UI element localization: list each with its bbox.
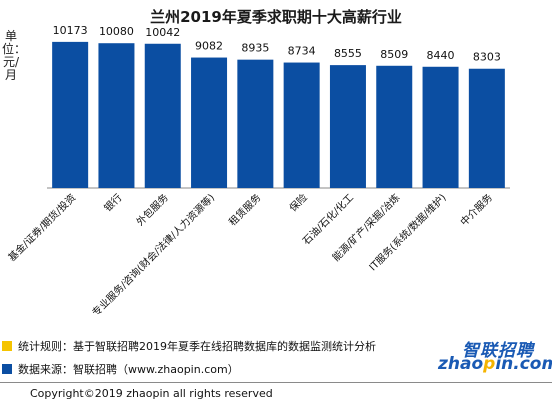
category-label-5: 租赁服务 (226, 191, 263, 228)
value-label-5: 8935 (241, 42, 269, 55)
bar-3 (144, 43, 181, 189)
bar-5 (237, 59, 274, 189)
value-label-6: 8734 (288, 45, 316, 58)
bar-2 (98, 43, 135, 189)
chart-title: 兰州2019年夏季求职期十大高薪行业 (150, 8, 402, 26)
bar-4 (191, 57, 228, 188)
blue-square-icon (2, 364, 12, 374)
data-source-line: 数据来源：智联招聘（www.zhaopin.com） (2, 361, 239, 377)
category-label-2: 银行 (101, 191, 124, 214)
value-label-1: 10173 (53, 24, 88, 37)
copyright-text: Copyright©2019 zhaopin all rights reserv… (0, 382, 552, 406)
category-label-9: IT服务(系统/数据/维护) (366, 191, 449, 274)
zhaopin-logo: 智联招聘 zhaopin.com (432, 336, 552, 380)
category-label-6: 保险 (286, 191, 309, 214)
bar-8 (376, 65, 413, 188)
logo-en-text: zhaopin.com (438, 354, 552, 374)
value-label-8: 8509 (380, 48, 408, 61)
stat-rule-text: 统计规则：基于智联招聘2019年夏季在线招聘数据库的数据监测统计分析 (18, 340, 376, 353)
yellow-square-icon (2, 341, 12, 351)
category-label-10: 中介服务 (457, 191, 494, 228)
bar-10 (468, 68, 505, 188)
stat-rule-line: 统计规则：基于智联招聘2019年夏季在线招聘数据库的数据监测统计分析 (2, 338, 376, 354)
logo-cn-text: 智联招聘 (462, 341, 534, 361)
value-label-2: 10080 (99, 25, 134, 38)
bar-6 (283, 62, 320, 188)
value-label-3: 10042 (145, 26, 180, 39)
value-label-10: 8303 (473, 51, 501, 64)
data-source-text: 数据来源：智联招聘（www.zhaopin.com） (18, 363, 239, 376)
value-label-7: 8555 (334, 47, 362, 60)
value-label-4: 9082 (195, 40, 223, 53)
bar-1 (52, 41, 89, 189)
bar-chart: 10173基金/证券/期货/投资10080银行10042外包服务9082专业服务… (5, 24, 510, 319)
category-label-3: 外包服务 (133, 191, 170, 228)
y-axis-label: 单位：元/月 (2, 29, 27, 82)
bar-7 (329, 65, 366, 188)
value-label-9: 8440 (427, 49, 455, 62)
bar-9 (422, 66, 459, 188)
category-label-1: 基金/证券/期货/投资 (5, 191, 78, 264)
